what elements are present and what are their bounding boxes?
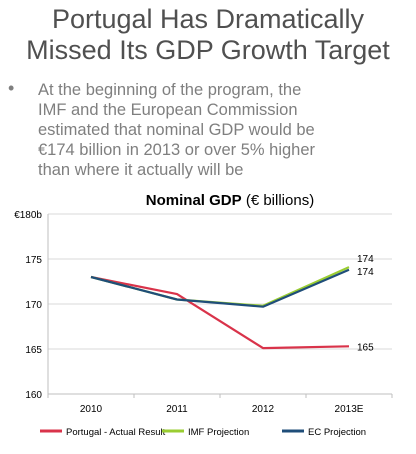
y-tick-label: €180b <box>14 210 42 221</box>
chart-plot: €180b 175 170 165 160 2010 2011 2012 2013E 165 174… <box>14 210 393 438</box>
chart-title-main: Nominal GDP <box>145 192 242 209</box>
slide-title-line-2: Missed Its GDP Growth Target <box>26 35 390 65</box>
data-label: 165 <box>357 342 374 353</box>
y-tick-label: 170 <box>25 300 42 311</box>
bullet-line: €174 billion in 2013 or over 5% higher <box>38 141 316 159</box>
legend-label: IMF Projection <box>188 427 249 438</box>
bullet-icon: • <box>8 78 15 98</box>
x-tick-label: 2013E <box>335 404 364 415</box>
legend-label: EC Projection <box>308 427 366 438</box>
series-line <box>90 268 350 308</box>
chart-title: Nominal GDP (€ billions) <box>80 192 380 209</box>
y-tick-label: 175 <box>25 255 42 266</box>
y-tick-label: 165 <box>25 345 42 356</box>
chart-title-suffix: (€ billions) <box>245 192 315 209</box>
x-tick-label: 2011 <box>166 404 188 415</box>
bullet-line: IMF and the European Commission <box>38 101 298 119</box>
bullet-line: than where it actually will be <box>38 161 244 179</box>
data-label: 174 <box>357 254 374 265</box>
bullet-line: estimated that nominal GDP would be <box>38 121 315 139</box>
slide-title: Portugal Has Dramatically Missed Its GDP… <box>0 4 416 66</box>
gdp-chart: Nominal GDP (€ billions) €180b 175 170 165 1… <box>0 190 416 454</box>
series-line <box>90 275 350 350</box>
x-tick-label: 2010 <box>80 404 103 415</box>
legend-label: Portugal - Actual Result <box>66 427 166 438</box>
slide-title-line-1: Portugal Has Dramatically <box>51 4 365 34</box>
x-tick-label: 2012 <box>252 404 275 415</box>
y-tick-label: 160 <box>25 390 42 401</box>
data-label: 174 <box>357 267 374 278</box>
bullet-line: At the beginning of the program, the <box>38 81 302 99</box>
bullet-text: At the beginning of the program, the IMF… <box>38 80 408 180</box>
